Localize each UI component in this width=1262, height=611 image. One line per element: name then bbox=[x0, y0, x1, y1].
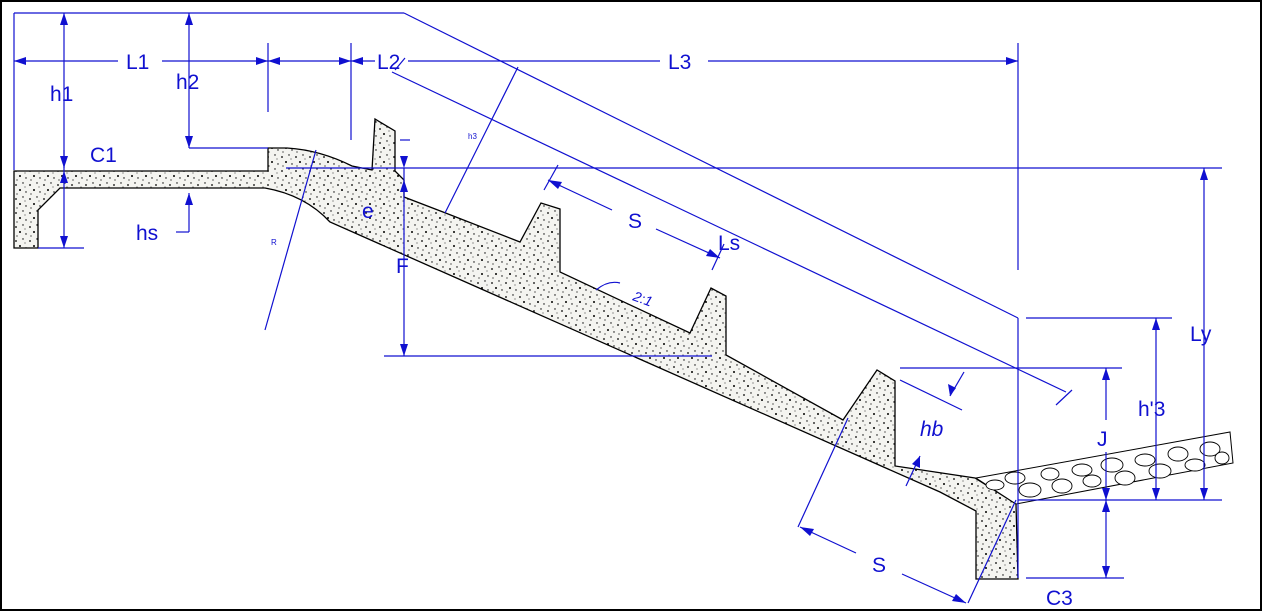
label-hs: hs bbox=[136, 222, 158, 245]
dimension-labels: h1 L1 h2 L2 L3 C1 hs e F S Ls 2:1 Ly h'3… bbox=[50, 51, 1212, 610]
label-Ls: Ls bbox=[718, 232, 740, 255]
label-small-h3: h3 bbox=[468, 132, 477, 141]
label-J: J bbox=[1097, 428, 1108, 451]
label-F: F bbox=[396, 255, 409, 278]
label-small-r: R bbox=[271, 238, 277, 247]
label-h2: h2 bbox=[176, 71, 199, 94]
label-h3: h'3 bbox=[1138, 398, 1165, 421]
label-L2: L2 bbox=[377, 51, 400, 74]
riprap bbox=[974, 431, 1234, 505]
label-L1: L1 bbox=[126, 51, 149, 74]
label-slope: 2:1 bbox=[630, 287, 655, 309]
label-C3: C3 bbox=[1046, 587, 1073, 610]
label-L3: L3 bbox=[668, 51, 691, 74]
label-e: e bbox=[362, 200, 374, 223]
upstream-apron bbox=[13, 117, 1019, 580]
label-hb: hb bbox=[920, 418, 944, 441]
label-C1: C1 bbox=[90, 144, 117, 167]
label-h1: h1 bbox=[50, 83, 73, 106]
label-S-lower: S bbox=[872, 554, 886, 577]
label-S-upper: S bbox=[628, 210, 642, 233]
arrowheads bbox=[14, 13, 1208, 603]
label-Ly: Ly bbox=[1190, 323, 1212, 346]
concrete-structure bbox=[13, 117, 1019, 580]
dimension-lines bbox=[13, 12, 1222, 604]
